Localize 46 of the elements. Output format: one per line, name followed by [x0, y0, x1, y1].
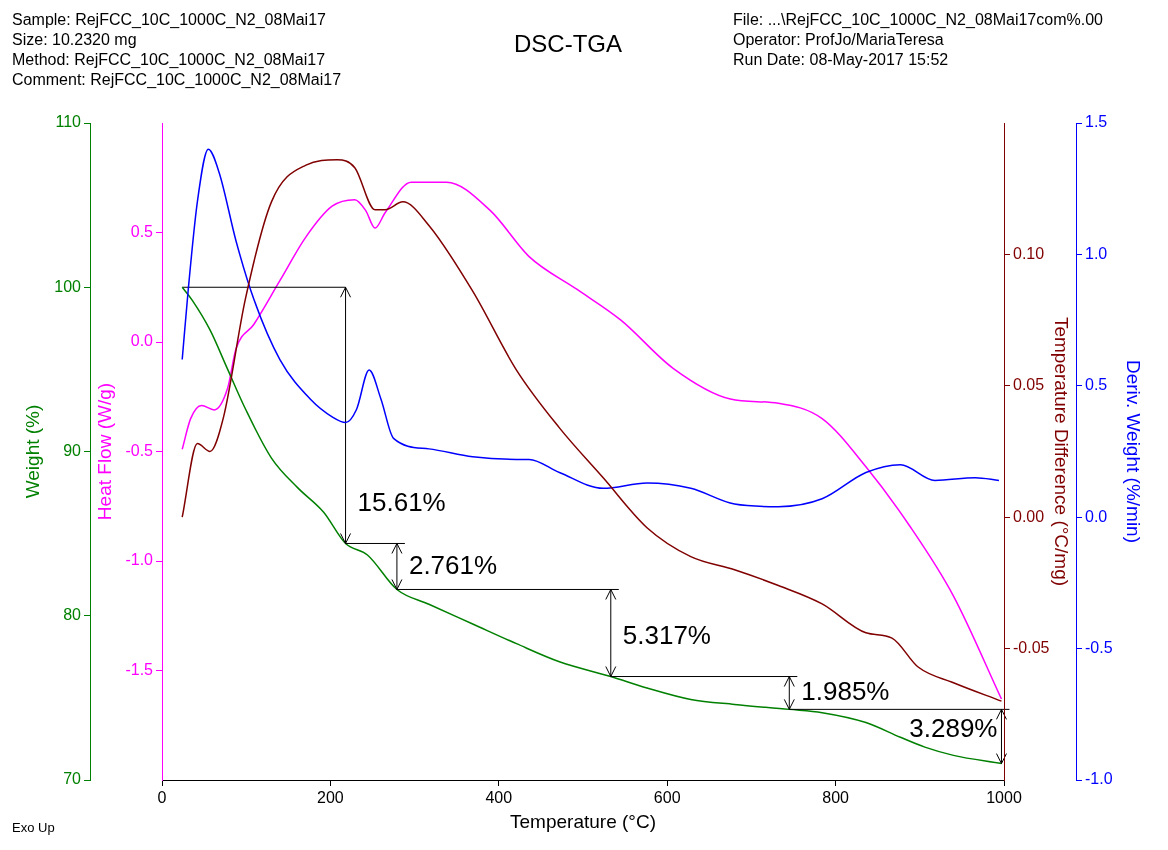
text: Run Date: 08-May-2017 15:52 — [733, 50, 950, 70]
line-series — [181, 286, 1003, 765]
annotation: 2.761% — [408, 549, 498, 580]
x-tick-label: 400 — [485, 789, 513, 807]
text: Method: RejFCC_10C_1000C_N2_08Mai17 — [12, 50, 327, 70]
annotation: 1.985% — [801, 676, 890, 707]
y2-tick-label: -1.0 — [1085, 770, 1113, 788]
y2-axis-title: Heat Flow (W/g) — [93, 382, 115, 521]
x-tick-label: 600 — [653, 789, 681, 807]
y-axis-title: Temperature Difference (°C/mg) — [1051, 316, 1073, 587]
y-tick-label: 0.10 — [1013, 244, 1045, 262]
x-tick-label: 0 — [157, 789, 167, 807]
y2-tick-label: 0.5 — [130, 222, 154, 240]
y-tick-label: 100 — [54, 277, 82, 295]
y2-tick-label: 0.0 — [1085, 507, 1108, 525]
x-axis-title: Temperature (°C) — [510, 810, 656, 832]
annotation: 5.317% — [622, 619, 711, 650]
annotation: 15.61% — [357, 486, 446, 517]
chart-title: DSC-TGA — [513, 30, 623, 58]
y2-tick-label: -1.5 — [125, 660, 154, 678]
text: File: ...\RejFCC_10C_1000C_N2_08Mai17com%.00 — [733, 10, 1103, 30]
text: Exo Up — [12, 820, 55, 835]
text: Sample: RejFCC_10C_1000C_N2_08Mai17 — [12, 10, 327, 30]
y-tick-label: 0.05 — [1013, 376, 1045, 394]
text: Size: 10.2320 mg — [12, 30, 138, 50]
annotation: 3.289% — [909, 712, 998, 743]
text: Comment: RejFCC_10C_1000C_N2_08Mai17 — [12, 70, 342, 90]
y-tick-label: 70 — [63, 770, 82, 788]
y-axis-title: Weight (%) — [21, 404, 43, 499]
y2-tick-label: 1.5 — [1085, 113, 1108, 131]
y2-tick-label: -1.0 — [125, 551, 154, 569]
y2-tick-label: -0.5 — [1085, 639, 1113, 657]
y-tick-label: 0.00 — [1013, 507, 1045, 525]
y2-tick-label: 1.0 — [1085, 244, 1108, 262]
x-tick-label: 200 — [317, 789, 344, 807]
y-tick-label: 80 — [63, 606, 82, 624]
x-tick-label: 800 — [822, 789, 850, 807]
x-tick-label: 1000 — [986, 789, 1022, 807]
y-tick-label: 110 — [55, 113, 82, 131]
text: Operator: ProfJo/MariaTeresa — [733, 30, 945, 50]
y2-tick-label: -0.5 — [125, 441, 154, 459]
y-tick-label: 90 — [63, 441, 82, 459]
y2-axis-title: Deriv. Weight (%/min) — [1123, 360, 1145, 543]
y2-tick-label: 0.0 — [130, 332, 154, 350]
y2-tick-label: 0.5 — [1085, 376, 1108, 394]
y-tick-label: -0.05 — [1013, 639, 1050, 657]
